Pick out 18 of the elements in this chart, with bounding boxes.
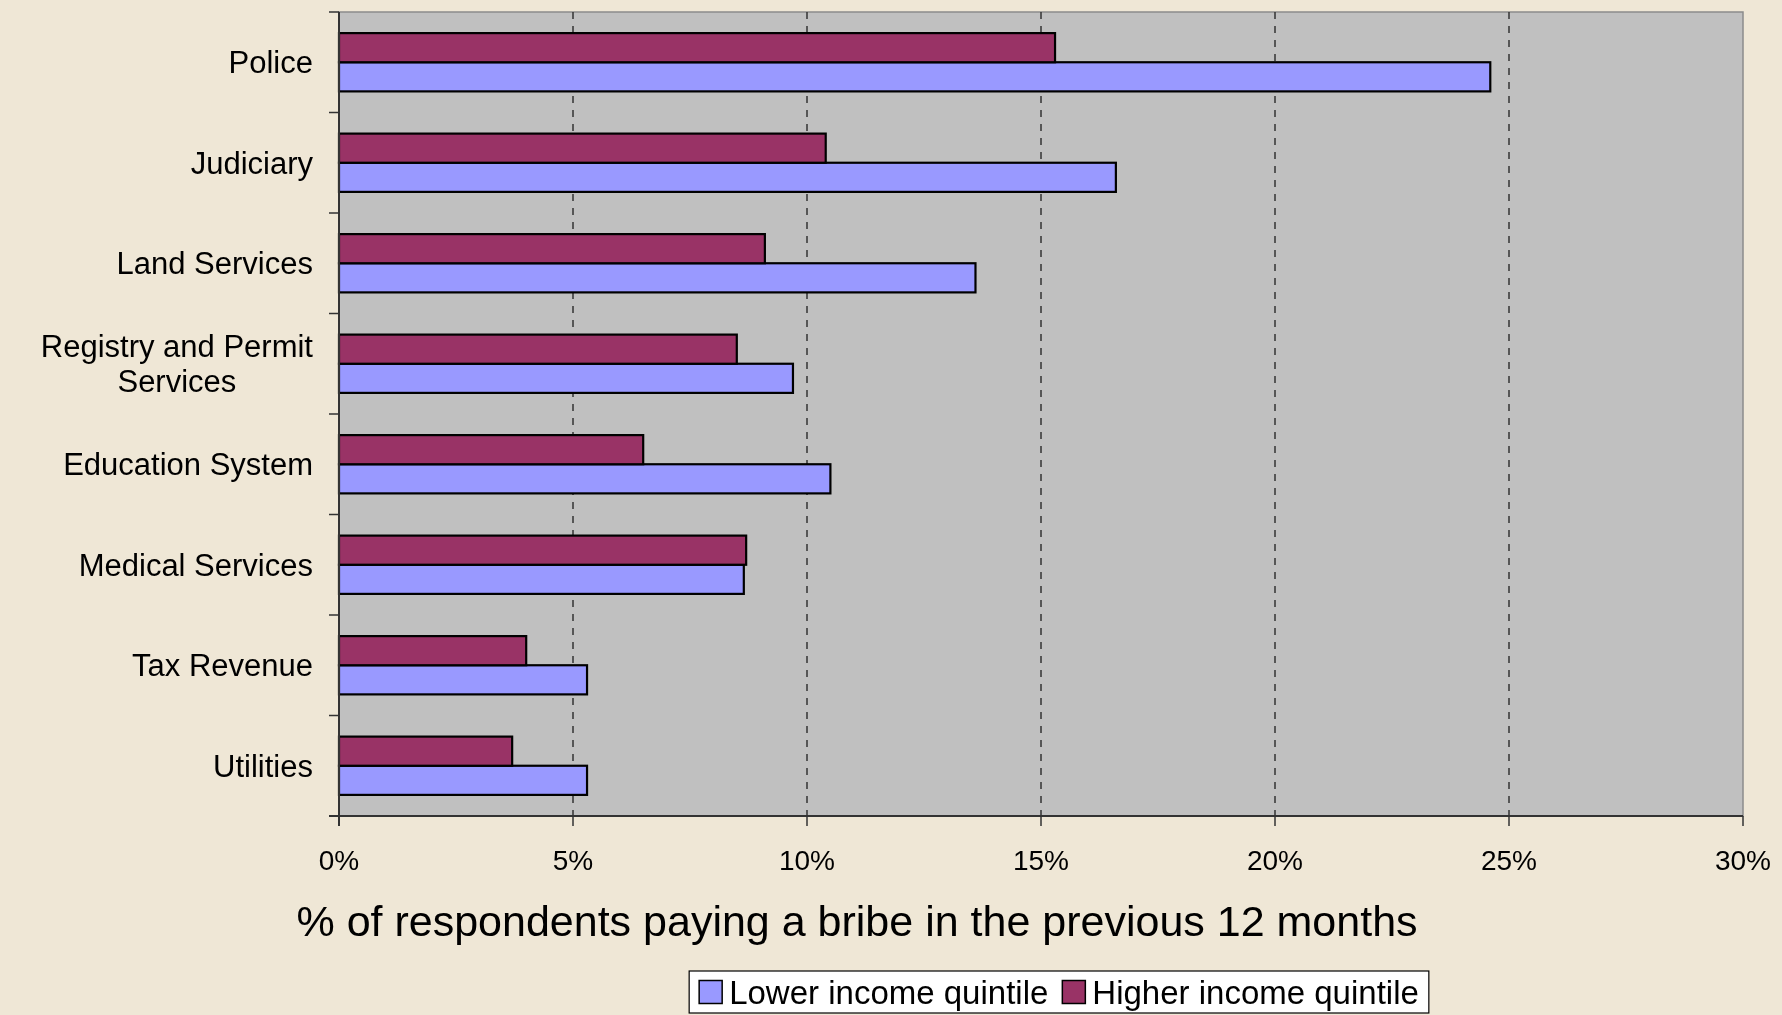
y-tick-label: Land Services bbox=[116, 246, 313, 282]
x-tick-label: 5% bbox=[552, 845, 594, 876]
y-tick-label: Police bbox=[228, 45, 313, 81]
x-tick-label: 10% bbox=[778, 845, 836, 876]
y-tick-label: Medical Services bbox=[78, 547, 313, 583]
x-axis-title: % of respondents paying a bribe in the previous 12 months bbox=[296, 897, 1418, 945]
legend-label: Higher income quintile bbox=[1092, 973, 1419, 1011]
y-tick-label: Judiciary bbox=[190, 145, 314, 181]
y-tick-label: Registry and Permit Services bbox=[40, 329, 314, 400]
x-tick-label: 15% bbox=[1012, 845, 1070, 876]
legend-label: Lower income quintile bbox=[729, 973, 1049, 1011]
x-tick-label: 30% bbox=[1714, 845, 1772, 876]
y-tick-label: Utilities bbox=[213, 748, 313, 784]
x-tick-label: 25% bbox=[1480, 845, 1538, 876]
x-tick-label: 20% bbox=[1246, 845, 1304, 876]
x-tick-label: 0% bbox=[318, 845, 360, 876]
y-tick-label: Education System bbox=[63, 447, 313, 483]
y-tick-label: Tax Revenue bbox=[132, 648, 313, 684]
